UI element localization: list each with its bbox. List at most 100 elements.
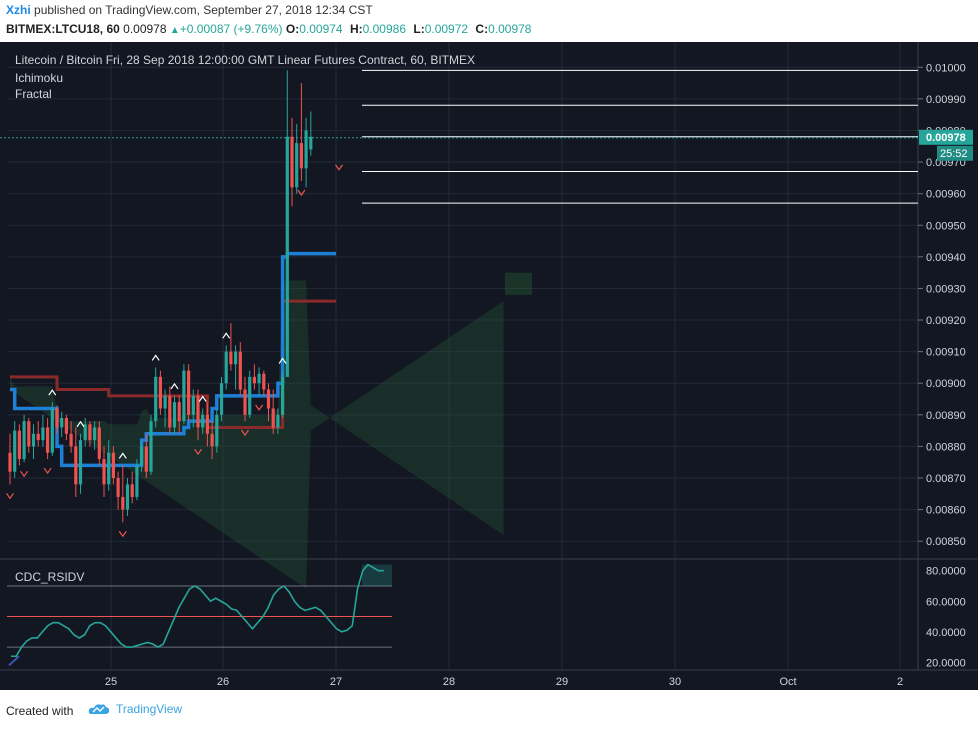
brand-name: TradingView bbox=[116, 702, 183, 716]
candle-body bbox=[46, 427, 50, 453]
rsi-tick-label: 80.0000 bbox=[926, 566, 966, 578]
candle-body bbox=[111, 452, 115, 479]
candle-body bbox=[149, 421, 153, 472]
candle-body bbox=[135, 465, 139, 497]
symbol-label: BITMEX:LTCU18, 60 bbox=[6, 22, 120, 36]
rsi-label[interactable]: CDC_RSIDV bbox=[15, 570, 84, 584]
time-tick-label: 27 bbox=[330, 676, 342, 688]
price-tick-label: 0.00940 bbox=[926, 252, 966, 264]
candle-body bbox=[191, 395, 195, 415]
ichimoku-label[interactable]: Ichimoku bbox=[15, 71, 63, 85]
candle-body bbox=[271, 408, 275, 428]
price-axis[interactable]: 0.010000.009900.009800.009700.009600.009… bbox=[918, 62, 973, 669]
publish-text: published on TradingView.com, September … bbox=[34, 3, 373, 17]
candle-body bbox=[144, 446, 148, 472]
countdown-tag bbox=[937, 145, 973, 161]
chart-background bbox=[0, 42, 978, 690]
cloud-area bbox=[10, 280, 504, 589]
created-with-text: Created with bbox=[6, 704, 74, 718]
rsi-tick-label: 20.0000 bbox=[926, 657, 966, 669]
price-tick-label: 0.00880 bbox=[926, 441, 966, 453]
price-tick-label: 0.00930 bbox=[926, 283, 966, 295]
tradingview-brand[interactable]: TradingView bbox=[88, 702, 182, 716]
candle-body bbox=[262, 373, 266, 390]
candle-body bbox=[210, 433, 214, 447]
candle-body bbox=[168, 395, 172, 428]
candle-body bbox=[83, 424, 87, 441]
candle-body bbox=[55, 408, 59, 428]
author-name[interactable]: Xzhi bbox=[6, 3, 31, 17]
candle-body bbox=[196, 395, 200, 428]
candle-body bbox=[219, 383, 224, 415]
candle-body bbox=[22, 421, 26, 460]
cloud-logo-icon bbox=[88, 704, 110, 714]
candle-body bbox=[201, 414, 205, 428]
candle-body bbox=[74, 446, 78, 485]
candle-body bbox=[140, 446, 144, 466]
high-label: H: bbox=[349, 22, 363, 36]
fractal-label[interactable]: Fractal bbox=[15, 87, 52, 101]
candle-body bbox=[102, 459, 106, 485]
price-tick-label: 0.00850 bbox=[926, 536, 966, 548]
candle-body bbox=[8, 452, 12, 472]
price-tick-label: 0.00920 bbox=[926, 315, 966, 327]
fractal-markers bbox=[6, 164, 343, 538]
fractal-down-marker bbox=[194, 448, 202, 456]
last-price: 0.00978 bbox=[123, 22, 167, 36]
fractal-up-marker bbox=[170, 382, 179, 390]
candle-body bbox=[125, 484, 130, 510]
current-price-tag bbox=[919, 129, 973, 145]
time-axis[interactable]: 25 26 27 28 29 30 Oct 2 bbox=[105, 676, 903, 688]
time-tick-label: 28 bbox=[443, 676, 455, 688]
current-price-label: 0.00978 bbox=[926, 132, 966, 144]
candle-body bbox=[78, 440, 83, 485]
candle-body bbox=[252, 376, 256, 384]
candle-body bbox=[163, 395, 167, 409]
fractal-down-marker bbox=[241, 429, 249, 437]
fractal-up-marker bbox=[118, 452, 127, 459]
candle-body bbox=[295, 143, 299, 188]
low-label: L: bbox=[413, 22, 425, 36]
candle-body bbox=[187, 370, 191, 415]
candle-body bbox=[107, 452, 111, 485]
price-tick-label: 0.00860 bbox=[926, 505, 966, 517]
fractal-up-marker bbox=[198, 395, 207, 402]
tenkan-line bbox=[10, 251, 337, 468]
price-tick-label: 0.00870 bbox=[926, 473, 966, 485]
price-change: +0.00087 (+9.76%) bbox=[179, 22, 283, 36]
candle-body bbox=[121, 496, 125, 510]
candle-body bbox=[93, 427, 97, 441]
candle-body bbox=[248, 376, 252, 415]
time-tick-label: Oct bbox=[779, 676, 796, 688]
candle-body bbox=[290, 136, 294, 188]
price-tick-label: 0.01000 bbox=[926, 62, 966, 74]
fractal-up-marker bbox=[151, 354, 160, 361]
fractal-down-marker bbox=[118, 530, 127, 538]
countdown-label: 25:52 bbox=[940, 148, 968, 160]
candle-body bbox=[172, 402, 177, 428]
publish-header: Xzhi published on TradingView.com, Septe… bbox=[0, 0, 978, 42]
candle-body bbox=[182, 370, 186, 422]
candle-body bbox=[234, 351, 238, 365]
open-label: O: bbox=[285, 22, 300, 36]
fractal-up-marker bbox=[76, 420, 85, 428]
price-tick-label: 0.00890 bbox=[926, 410, 966, 422]
fractal-up-marker bbox=[278, 357, 287, 364]
candle-body bbox=[27, 421, 31, 447]
candle-body bbox=[36, 433, 40, 441]
low-value: 0.00972 bbox=[424, 22, 469, 36]
open-value: 0.00974 bbox=[299, 22, 343, 36]
candle-body bbox=[154, 376, 158, 422]
future-cloud bbox=[505, 272, 532, 295]
quote-line: BITMEX:LTCU18, 60 0.00978 ▲+0.00087 (+9.… bbox=[6, 22, 535, 36]
rsi-pane bbox=[7, 563, 392, 667]
ichimoku-cloud bbox=[10, 272, 532, 589]
price-chart[interactable]: 0.010000.009900.009800.009700.009600.009… bbox=[0, 42, 978, 690]
candle-body bbox=[97, 427, 101, 460]
rsi-overbought-fill bbox=[362, 564, 392, 586]
candle-body bbox=[17, 430, 21, 460]
price-tick-label: 0.00990 bbox=[926, 94, 966, 106]
rsi-line bbox=[11, 563, 384, 658]
time-tick-label: 2 bbox=[897, 676, 903, 688]
candle-body bbox=[88, 424, 92, 441]
